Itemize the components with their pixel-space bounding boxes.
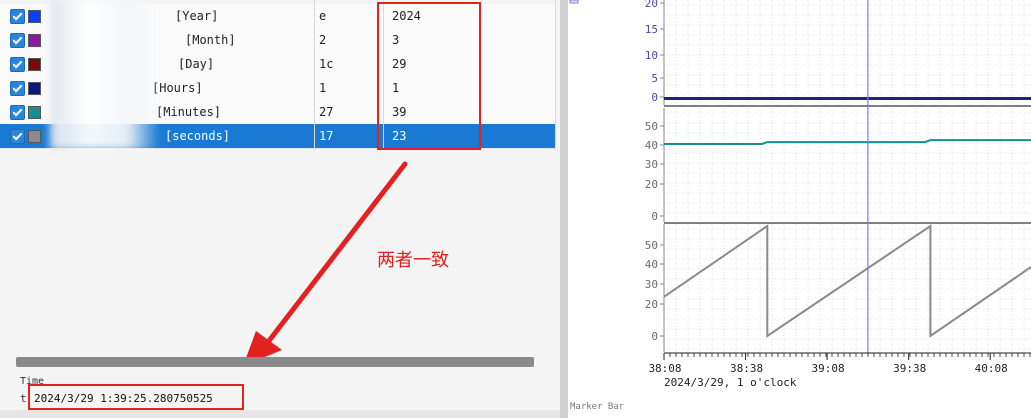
signal-raw-value: e [319,9,327,23]
signal-pane: [Year] e 2024 [Month] 2 3 [Day] 1c 29 [Hours] 1 1 [M… [0,0,560,418]
x-axis-caption: 2024/3/29, 1 o'clock [664,376,797,389]
y-tick-label: 0 [651,330,658,343]
annotation-text: 两者一致 [377,250,449,271]
bottom-toolbar-edge [0,410,560,418]
series-line [664,139,1031,145]
signal-checkbox[interactable] [10,9,25,24]
x-tick-label: 39:08 [812,362,845,375]
series-line [663,224,1031,338]
x-tick-label: 38:08 [648,362,681,375]
signal-physical-value: 2024 [392,9,421,23]
y-tick-label: 50 [645,239,658,252]
y-tick-label: 20 [645,298,658,311]
signal-name: [Hours] [152,81,203,95]
signal-physical-value: 1 [392,81,400,95]
y-tick-label: 15 [645,23,658,36]
column-separator [555,0,556,150]
signal-raw-value: 1 [319,81,327,95]
time-label: Time [20,376,45,387]
x-tick-label: 38:38 [730,362,763,375]
y-tick-label: 30 [645,158,658,171]
signal-name: [seconds] [165,129,231,143]
y-tick-label: 40 [645,139,658,152]
values-highlight-box [377,2,481,150]
y-tick-label: 0 [651,210,658,223]
signal-name: [Day] [178,57,215,71]
x-tick-label: 39:38 [893,362,926,375]
column-separator [314,0,315,150]
signal-physical-value: 3 [392,33,400,47]
time-highlight-box [28,384,244,410]
y-tick-label: 0 [651,91,658,104]
signal-color-swatch[interactable] [28,130,41,143]
y-tick-label: 10 [645,49,658,62]
y-tick-label: 30 [645,278,658,291]
signal-raw-value: 2 [319,33,327,47]
column-separator [383,0,384,150]
signal-physical-value: 23 [392,129,407,143]
horizontal-scrollbar[interactable] [16,357,534,367]
signal-physical-value: 39 [392,105,407,119]
signal-color-swatch[interactable] [28,106,41,119]
time-prefix: t [20,392,27,405]
signal-color-swatch[interactable] [28,58,41,71]
signal-raw-value: 1c [319,57,334,71]
signal-physical-value: 29 [392,57,407,71]
redacted-blur-region [50,0,160,150]
signal-checkbox[interactable] [10,33,25,48]
signal-name: [Minutes] [156,105,222,119]
pane-splitter[interactable] [560,0,568,418]
signal-raw-value: 17 [319,129,334,143]
y-tick-label: 40 [645,258,658,271]
panel-header-icon [569,0,579,4]
signal-color-swatch[interactable] [28,10,41,23]
signal-checkbox[interactable] [10,105,25,120]
signal-color-swatch[interactable] [28,34,41,47]
signal-checkbox[interactable] [10,81,25,96]
signal-checkbox[interactable] [10,57,25,72]
y-tick-label: 50 [645,120,658,133]
annotation-arrow [243,161,408,366]
plot-pane [568,0,1031,418]
signal-checkbox[interactable] [10,129,25,144]
y-tick-label: 20 [645,178,658,191]
y-tick-label: 20 [645,0,658,10]
marker-bar-label: Marker Bar [570,402,625,412]
x-tick-label: 40:08 [975,362,1008,375]
signal-chart: 0 5 10 15 20 0 20 30 40 50 0 20 30 40 50 38:08 38:38 39:0… [569,0,1031,375]
signal-raw-value: 27 [319,105,334,119]
time-value: 2024/3/29 1:39:25.280750525 [34,392,213,405]
signal-color-swatch[interactable] [28,82,41,95]
y-tick-label: 5 [651,72,658,85]
signal-name: [Year] [175,9,219,23]
signal-name: [Month] [185,33,236,47]
